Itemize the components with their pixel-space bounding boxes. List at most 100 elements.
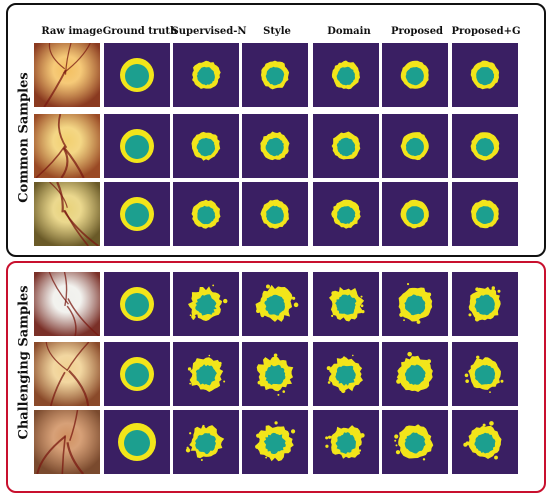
optic-cup-mask (405, 137, 424, 157)
optic-cup-mask (125, 203, 149, 227)
retinal-vessel (43, 69, 67, 107)
cell-domain (313, 182, 379, 246)
cell-style (242, 342, 308, 406)
mask-speck (427, 359, 432, 364)
mask-speck (191, 314, 196, 319)
mask-speck (464, 373, 469, 378)
cell-proposed (382, 182, 448, 246)
optic-cup-mask (475, 137, 495, 157)
segmentation-mask (382, 410, 448, 474)
mask-speck (192, 317, 195, 320)
mask-speck (342, 356, 346, 359)
segmentation-mask (173, 342, 239, 406)
optic-cup-mask (124, 430, 150, 456)
challenging-samples-label: Challenging Samples (16, 285, 32, 440)
optic-cup-mask (335, 365, 356, 386)
cell-domain (313, 410, 379, 474)
fundus-photo (34, 182, 100, 246)
segmentation-mask (104, 410, 170, 474)
optic-cup-mask (476, 67, 495, 86)
retinal-vessel (63, 272, 68, 307)
mask-speck (465, 379, 469, 383)
mask-speck (341, 388, 346, 394)
retinal-vessel (63, 147, 85, 178)
segmentation-mask (382, 272, 448, 336)
mask-speck (325, 436, 329, 440)
segmentation-mask (173, 182, 239, 246)
mask-speck (358, 449, 362, 452)
segmentation-mask (242, 114, 308, 178)
optic-cup-mask (195, 364, 217, 386)
mask-speck (360, 304, 364, 308)
mask-speck (403, 319, 405, 322)
optic-cup-mask (265, 66, 285, 86)
segmentation-mask (382, 342, 448, 406)
retinal-vessel (48, 43, 66, 70)
cell-style (242, 43, 308, 107)
optic-cup-mask (404, 364, 426, 385)
mask-speck (223, 380, 226, 383)
common-samples-label: Common Samples (16, 72, 32, 203)
cell-style (242, 272, 308, 336)
mask-speck (395, 444, 398, 447)
cell-domain (313, 114, 379, 178)
mask-speck (396, 379, 401, 384)
segmentation-mask (313, 114, 379, 178)
segmentation-mask (382, 114, 448, 178)
segmentation-mask (242, 272, 308, 336)
cell-raw-image (34, 43, 100, 107)
mask-speck (273, 353, 278, 358)
header-style: Style (263, 26, 291, 37)
mask-speck (360, 295, 363, 298)
segmentation-mask (104, 272, 170, 336)
segmentation-mask (452, 272, 518, 336)
cell-domain (313, 272, 379, 336)
retinal-vessel (60, 147, 69, 178)
header-supervised-n: Supervised-N (171, 26, 247, 37)
cell-supervised-n (173, 182, 239, 246)
segmentation-mask (452, 182, 518, 246)
mask-speck (260, 314, 265, 318)
segmentation-mask (173, 410, 239, 474)
optic-cup-mask (195, 294, 217, 316)
mask-speck (290, 429, 296, 434)
retinal-vessel (48, 272, 70, 305)
cell-style (242, 410, 308, 474)
optic-cup-mask (196, 137, 216, 157)
mask-speck (465, 441, 470, 446)
segmentation-mask (242, 342, 308, 406)
mask-speck (361, 310, 365, 314)
cell-proposed-g (452, 410, 518, 474)
cell-proposed (382, 43, 448, 107)
segmentation-mask (382, 43, 448, 107)
mask-speck (189, 382, 192, 385)
fundus-photo (34, 114, 100, 178)
cell-proposed (382, 114, 448, 178)
mask-speck (293, 302, 299, 308)
segmentation-mask (313, 342, 379, 406)
cell-proposed-g (452, 182, 518, 246)
segmentation-mask (452, 43, 518, 107)
mask-speck (326, 366, 331, 371)
mask-speck (331, 291, 336, 296)
mask-speck (500, 379, 504, 383)
segmentation-mask (242, 410, 308, 474)
mask-speck (292, 296, 296, 300)
mask-speck (476, 355, 480, 360)
optic-cup-mask (125, 363, 149, 387)
mask-speck (277, 393, 280, 396)
cell-proposed (382, 410, 448, 474)
optic-cup-mask (406, 206, 424, 225)
mask-speck (489, 391, 491, 394)
mask-speck (325, 444, 329, 448)
mask-speck (256, 433, 261, 438)
mask-speck (406, 282, 410, 286)
mask-speck (265, 357, 268, 360)
optic-cup-mask (263, 432, 286, 454)
mask-speck (265, 284, 270, 289)
mask-speck (491, 286, 495, 290)
cell-raw-image (34, 410, 100, 474)
mask-speck (482, 423, 486, 427)
mask-speck (274, 421, 278, 425)
segmentation-mask (104, 342, 170, 406)
